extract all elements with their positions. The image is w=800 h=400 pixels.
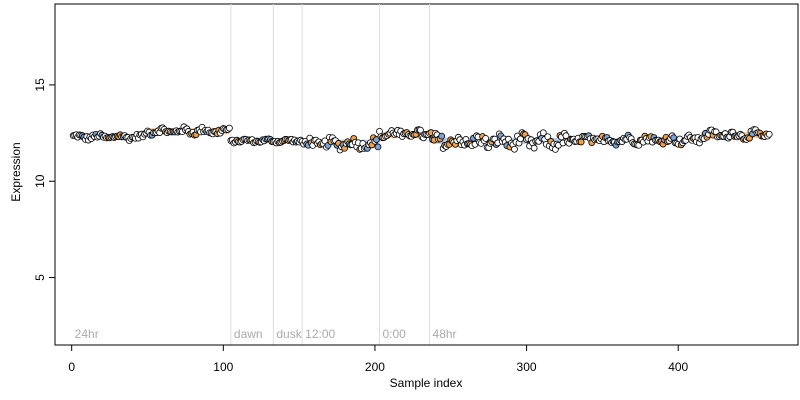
- data-point: [417, 126, 424, 134]
- data-point: [530, 144, 538, 152]
- data-point: [539, 129, 547, 137]
- x-tick-label: 200: [365, 360, 385, 374]
- data-point: [511, 145, 518, 153]
- plot-frame: [54, 3, 799, 346]
- segment-marker-label: 24hr: [75, 327, 99, 341]
- x-tick-label: 300: [517, 360, 537, 374]
- segment-marker-label: 48hr: [433, 327, 457, 341]
- segment-marker-label: 12:00: [305, 327, 335, 341]
- data-point: [438, 132, 446, 140]
- segment-marker-label: 0:00: [382, 327, 406, 341]
- data-points: [69, 123, 773, 154]
- data-point: [577, 138, 585, 146]
- x-tick-label: 0: [68, 360, 75, 374]
- data-point: [225, 124, 233, 132]
- data-point: [562, 132, 570, 140]
- data-point: [374, 143, 382, 151]
- x-axis-label: Sample index: [390, 376, 463, 390]
- data-point: [765, 130, 773, 138]
- x-tick-label: 100: [213, 360, 233, 374]
- segment-divider-lines: [230, 4, 431, 345]
- segment-marker-label: dawn: [234, 327, 263, 341]
- y-axis: 5 10 15: [33, 78, 56, 281]
- y-tick-label: 15: [33, 78, 47, 92]
- x-axis: 0 100 200 300 400: [68, 344, 689, 374]
- data-point: [544, 133, 552, 141]
- y-axis-label: Expression: [9, 142, 23, 201]
- x-tick-label: 400: [668, 360, 688, 374]
- data-point: [482, 134, 490, 142]
- segment-marker-label: dusk: [276, 327, 302, 341]
- y-tick-label: 5: [33, 274, 47, 281]
- y-tick-label: 10: [33, 174, 47, 188]
- segment-marker-labels: 24hr dawn dusk 12:00 0:00 48hr: [75, 327, 457, 341]
